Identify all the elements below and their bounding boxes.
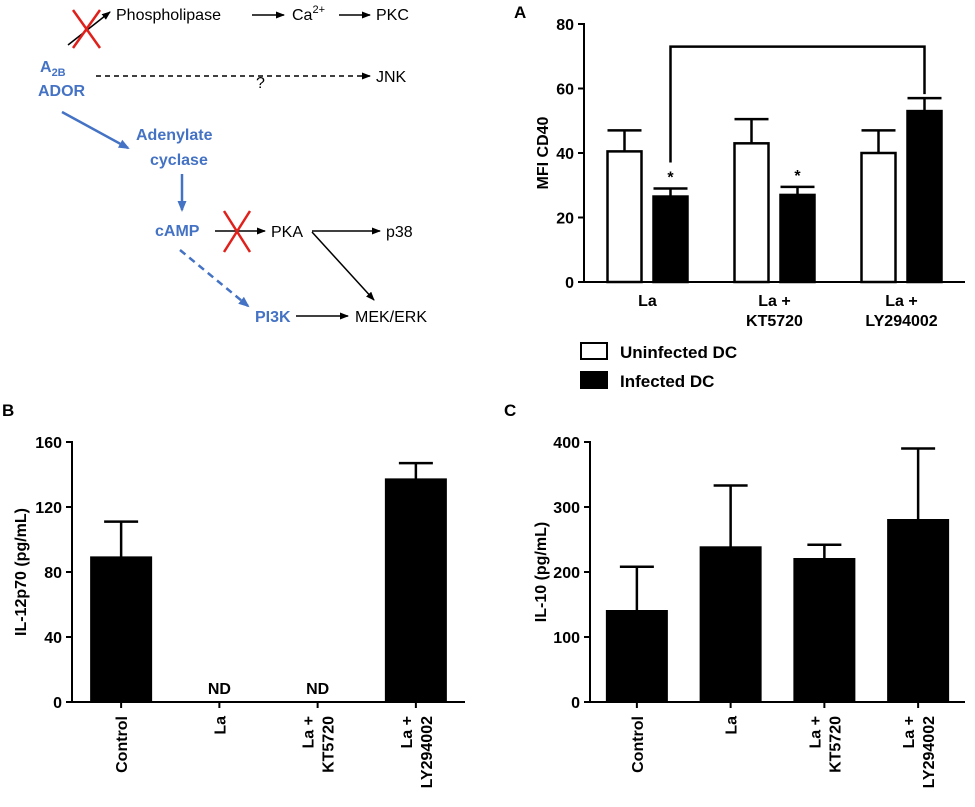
bar (860, 151, 897, 284)
adenylate-label-line2: cyclase (150, 152, 208, 169)
comparison-bracket (669, 45, 926, 163)
bar (90, 556, 153, 703)
y-tick-label: 80 (556, 17, 574, 34)
y-tick-label: 80 (44, 565, 62, 582)
x-tick-label: KT5720 (827, 716, 844, 773)
bar (652, 195, 689, 284)
chart-a: 0 20 40 60 80 MFI CD40 La La + KT5720 La + LY29400… (535, 17, 965, 330)
jnk-label: JNK (376, 69, 407, 86)
x-tick-label: La (638, 293, 657, 310)
y-tick-label: 0 (565, 275, 574, 292)
y-tick-label: 0 (53, 695, 62, 712)
x-tick-label: KT5720 (321, 716, 338, 773)
y-tick-label: 40 (556, 146, 574, 163)
y-axis-title: IL-12p70 (pg/mL) (13, 508, 30, 636)
arrow-receptor-adenylate (61, 110, 130, 150)
x-tick-label: LY294002 (865, 313, 937, 330)
x-tick-label: La + (399, 716, 416, 748)
x-tick-label: KT5720 (746, 313, 803, 330)
arrow-pka-mekerk (311, 231, 375, 301)
bar (887, 519, 950, 703)
not-detected-label: ND (208, 681, 231, 698)
x-tick-label: Control (630, 716, 647, 773)
receptor-label-line2: ADOR (38, 83, 86, 100)
phospholipase-label: Phospholipase (116, 7, 221, 24)
x-tick-label: LY294002 (921, 716, 938, 788)
significance-star: * (794, 168, 801, 185)
x-tick-label: La + (901, 716, 918, 748)
x-tick-label: La + (807, 716, 824, 748)
legend-label-infected: Infected DC (620, 372, 714, 391)
pi3k-label: PI3K (255, 309, 291, 326)
significance-star: * (667, 169, 674, 186)
y-tick-label: 60 (556, 82, 574, 99)
signaling-diagram: A2B ADOR Phospholipase Ca2+ PKC ? JNK Ad… (38, 4, 427, 326)
inhibition-cross-icon (222, 210, 252, 253)
y-tick-label: 400 (553, 435, 580, 452)
y-tick-label: 20 (556, 211, 574, 228)
x-tick-label: La + (758, 293, 790, 310)
p38-label: p38 (386, 224, 413, 241)
adenylate-label-line1: Adenylate (136, 127, 213, 144)
bar (699, 546, 762, 703)
legend-swatch-infected (580, 371, 608, 389)
x-tick-label: La (212, 716, 229, 735)
receptor-label: A2B (40, 59, 66, 79)
panel-c-letter: C (504, 401, 516, 420)
chart-b: 0 40 80 120 160 IL-12p70 (pg/mL) Control ND La ND… (13, 435, 465, 788)
y-tick-label: 100 (553, 630, 580, 647)
y-tick-label: 160 (35, 435, 62, 452)
y-tick-label: 120 (35, 500, 62, 517)
y-tick-label: 200 (553, 565, 580, 582)
panel-b-letter: B (2, 401, 14, 420)
legend-swatch-uninfected (580, 342, 608, 360)
arrow-receptor-phospholipase (67, 11, 111, 46)
y-tick-label: 40 (44, 630, 62, 647)
bar (384, 478, 447, 703)
pkc-label: PKC (376, 7, 409, 24)
x-tick-label: La + (885, 293, 917, 310)
x-tick-label: Control (114, 716, 131, 773)
legend: Uninfected DC Infected DC (580, 342, 737, 391)
y-axis-title: MFI CD40 (535, 116, 552, 189)
calcium-label: Ca2+ (292, 4, 325, 24)
x-tick-label: LY294002 (419, 716, 436, 788)
bar (779, 193, 816, 284)
y-axis-title: IL-10 (pg/mL) (533, 522, 550, 622)
x-tick-label: La (724, 716, 741, 735)
pka-label: PKA (271, 224, 303, 241)
camp-label: cAMP (155, 223, 200, 240)
mekerk-label: MEK/ERK (355, 309, 427, 326)
x-tick-label: La + (301, 716, 318, 748)
arrow-camp-pi3k (179, 249, 250, 308)
y-tick-label: 0 (571, 695, 580, 712)
bar (906, 109, 943, 284)
bar (733, 142, 770, 284)
bar (606, 150, 643, 284)
unknown-path-label: ? (256, 75, 265, 92)
bar (605, 610, 668, 703)
inhibition-cross-icon (71, 9, 102, 49)
bar (793, 558, 856, 703)
not-detected-label: ND (306, 681, 329, 698)
panel-a-letter: A (514, 3, 526, 22)
legend-label-uninfected: Uninfected DC (620, 343, 737, 362)
y-tick-label: 300 (553, 500, 580, 517)
